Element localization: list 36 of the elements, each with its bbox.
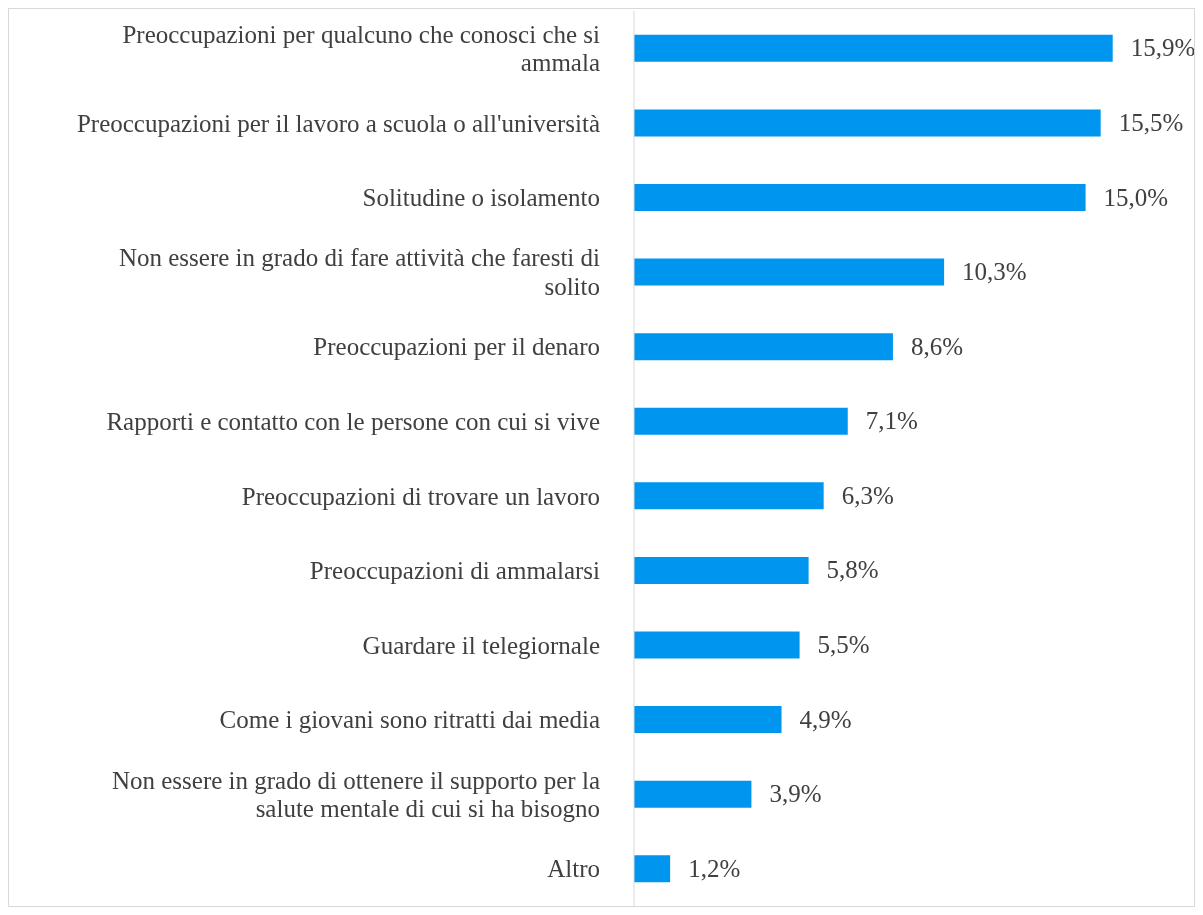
bar: [634, 556, 809, 584]
bar: [634, 706, 782, 734]
data-label: 1,2%: [688, 854, 741, 882]
data-label: 15,5%: [1118, 108, 1184, 136]
data-label: 4,9%: [799, 705, 852, 733]
y-tick-label: Guardare il telegiornale: [362, 631, 600, 659]
data-label: 3,9%: [769, 780, 822, 808]
bar: [634, 855, 671, 883]
data-label: 6,3%: [841, 481, 894, 509]
data-label: 5,8%: [826, 556, 879, 584]
y-tick-label: Come i giovani sono ritratti dai media: [219, 706, 600, 734]
bar: [634, 333, 893, 361]
data-label: 5,5%: [817, 631, 870, 659]
bar: [634, 34, 1113, 62]
y-tick-label: Preoccupazioni per qualcuno che conosci che si ammala: [122, 20, 601, 77]
data-label: 15,9%: [1130, 34, 1196, 62]
data-label: 15,0%: [1103, 183, 1169, 211]
bar: [634, 482, 824, 510]
bar: [634, 258, 945, 286]
y-tick-label: Non essere in grado di ottenere il supporto per la salute mentale di cui si ha bisogno: [111, 766, 600, 823]
data-label: 8,6%: [910, 332, 963, 360]
data-label: 7,1%: [865, 407, 918, 435]
y-tick-label: Preoccupazioni per il denaro: [313, 333, 600, 361]
y-tick-label: Preoccupazioni per il lavoro a scuola o all'università: [76, 109, 600, 137]
data-label: 10,3%: [962, 258, 1027, 286]
y-tick-label: Preoccupazioni di ammalarsi: [309, 557, 601, 585]
bar: [634, 109, 1101, 137]
y-tick-label: Rapporti e contatto con le persone con cui si vive: [106, 407, 600, 435]
bar: [634, 780, 752, 808]
y-tick-label: Preoccupazioni di trovare un lavoro: [241, 482, 600, 510]
bar: [634, 631, 800, 659]
y-tick-label: Altro: [547, 855, 600, 883]
bar: [634, 184, 1086, 212]
y-tick-label: Solitudine o isolamento: [362, 184, 600, 212]
bar: [634, 407, 848, 435]
y-tick-label: Non essere in grado di fare attività che faresti di solito: [118, 244, 601, 301]
